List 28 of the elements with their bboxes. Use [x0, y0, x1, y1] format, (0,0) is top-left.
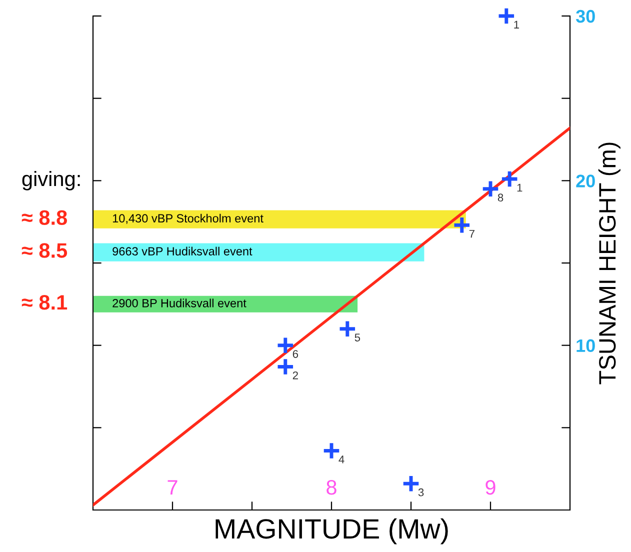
y-tick-label: 30 — [576, 10, 595, 23]
text: ≈ 8.5 — [22, 243, 68, 258]
annotation: 3 — [418, 488, 424, 496]
x-tick-label: 7 — [168, 480, 178, 495]
annotation: 1 — [517, 184, 522, 192]
point — [500, 170, 519, 188]
x-tick-label: 9 — [486, 480, 496, 495]
point — [402, 474, 420, 494]
point — [497, 6, 516, 26]
annotation: 1 — [514, 20, 519, 28]
annotation: 5 — [354, 334, 360, 342]
text: ≈ 8.8 — [22, 210, 67, 225]
text: ≈ 8.1 — [22, 295, 68, 310]
text: giving: — [22, 170, 80, 190]
annotation: 4 — [338, 456, 344, 464]
x-axis-title: MAGNITUDE (Mw) — [216, 518, 448, 544]
x-tick-label: 8 — [326, 480, 336, 495]
annotation: 7 — [469, 230, 474, 238]
annotation: 8 — [498, 194, 504, 202]
y-axis-title: TSUNAMI HEIGHT (m) — [598, 142, 620, 384]
point — [481, 180, 500, 198]
band-label: 9663 vBP Hudiksvall event — [112, 246, 252, 256]
annotation: 2 — [292, 371, 298, 380]
band-label: 2900 BP Hudiksvall event — [112, 298, 246, 308]
annotation: 6 — [292, 350, 298, 358]
band-label: 10,430 vBP Stockholm event — [112, 214, 264, 224]
y-tick-label: 10 — [576, 339, 595, 352]
y-tick-label: 20 — [576, 174, 595, 188]
